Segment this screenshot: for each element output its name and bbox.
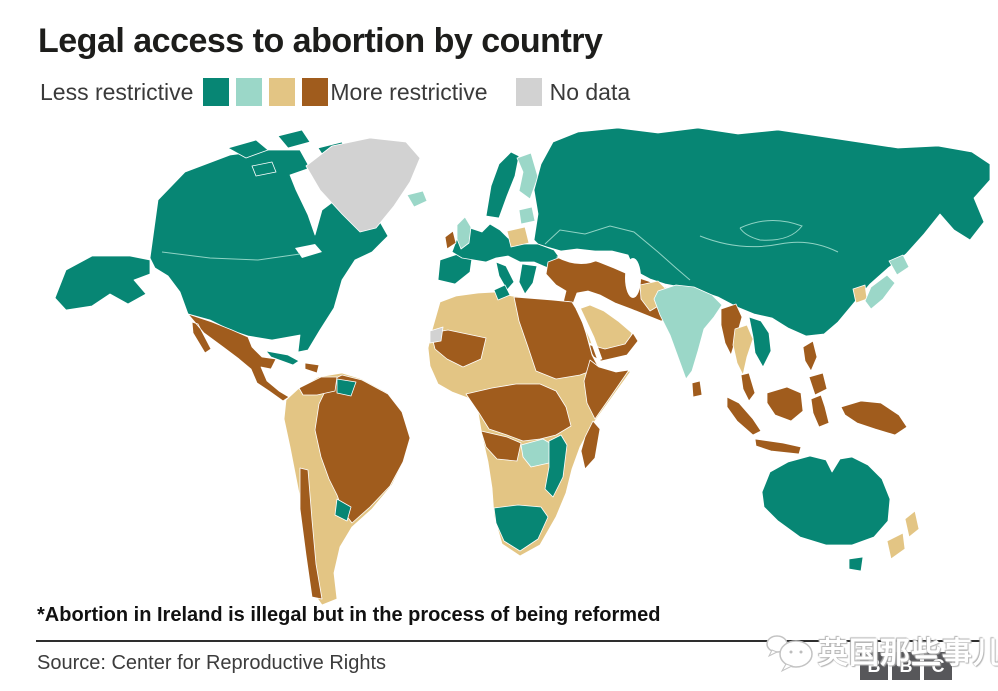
black-sea	[556, 252, 601, 265]
region-madagascar	[580, 420, 601, 470]
region-south-africa	[493, 504, 549, 552]
region-baltics	[518, 206, 536, 225]
legend-less-label: Less restrictive	[40, 78, 194, 105]
legend-nodata-label: No data	[549, 78, 631, 105]
bbc-block-b1: B	[860, 652, 888, 680]
legend-swatch-nodata	[515, 78, 542, 106]
region-australia	[761, 455, 891, 546]
region-finland	[516, 152, 539, 200]
region-brazil	[314, 374, 411, 524]
divider-line	[36, 640, 984, 642]
chat-bubbles-icon	[766, 635, 813, 673]
region-canada-usa	[149, 149, 389, 353]
region-vietnam	[748, 316, 772, 368]
region-sumatra	[726, 396, 762, 436]
region-mauritania-mali	[430, 329, 487, 368]
us-canada-border	[161, 251, 301, 261]
bbc-block-c: C	[924, 652, 952, 680]
region-new-guinea	[840, 400, 908, 436]
region-poland	[506, 226, 530, 248]
region-hispaniola	[304, 362, 320, 374]
caspian-sea	[625, 258, 641, 298]
region-philippines	[802, 340, 828, 396]
region-borneo	[766, 386, 804, 422]
region-angola	[480, 430, 522, 462]
source-line: Source: Center for Reproductive Rights	[37, 652, 387, 674]
region-uk	[456, 216, 472, 250]
great-lakes	[295, 244, 322, 258]
region-thailand	[732, 324, 754, 376]
page-title: Legal access to abortion by country	[38, 22, 603, 60]
legend-swatch-most	[302, 78, 329, 106]
region-india	[653, 284, 723, 380]
watermark: B B C 英国那些事儿	[732, 626, 998, 688]
legend-swatch-least	[203, 78, 230, 106]
china-border	[699, 235, 839, 253]
persian-gulf	[616, 307, 636, 323]
legend-swatch-less	[236, 78, 263, 106]
region-chile	[299, 467, 323, 600]
region-uruguay	[334, 498, 352, 522]
region-mexico-central-america	[187, 313, 290, 402]
region-venezuela	[298, 376, 338, 396]
legend-more-label: More restrictive	[330, 78, 488, 105]
region-new-zealand	[886, 510, 920, 560]
legend-swatch-more	[269, 78, 296, 106]
region-alaska	[54, 255, 151, 311]
region-western-sahara	[429, 326, 444, 344]
region-iceland	[406, 190, 428, 208]
footnote: *Abortion in Ireland is illegal but in t…	[37, 604, 661, 626]
region-sri-lanka	[691, 380, 703, 398]
region-sulawesi	[810, 394, 830, 428]
region-ireland	[444, 230, 457, 250]
region-greenland	[305, 137, 421, 233]
region-balkans	[518, 263, 538, 295]
region-scandinavia	[485, 151, 520, 219]
red-sea	[575, 306, 603, 361]
kazakhstan-border	[544, 225, 691, 281]
region-java	[754, 438, 802, 455]
mongolia-border	[739, 219, 803, 241]
region-horn-of-africa	[583, 359, 630, 420]
region-italy	[495, 261, 515, 291]
region-tasmania	[848, 556, 864, 572]
bbc-block-b2: B	[892, 652, 920, 680]
region-central-africa	[465, 383, 572, 442]
region-tunisia	[493, 284, 511, 301]
legend: Less restrictive More restrictive No dat…	[40, 78, 630, 106]
region-mozambique	[544, 434, 568, 498]
region-cuba	[265, 350, 300, 366]
region-guianas	[336, 378, 357, 397]
region-malay-peninsula	[740, 372, 756, 402]
region-russia-china	[533, 127, 991, 337]
watermark-text: 英国那些事儿	[818, 637, 998, 670]
region-japan	[864, 254, 910, 310]
bbc-logo: B B C	[860, 652, 952, 680]
